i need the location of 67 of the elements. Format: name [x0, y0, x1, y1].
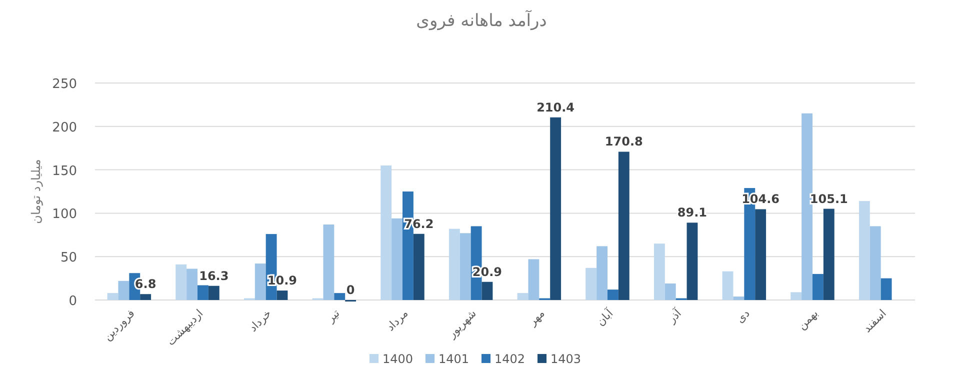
x-tick-label: اسفند [860, 306, 889, 336]
bar [733, 296, 744, 300]
bar [528, 259, 540, 300]
data-label: 0 [346, 283, 355, 297]
chart-title: درآمد ماهانه فروی [416, 10, 547, 31]
x-tick-label: مرداد [384, 306, 411, 334]
bar [790, 292, 802, 300]
bar [413, 234, 424, 300]
x-tick-label: فروردین [101, 306, 138, 344]
x-tick-label: بهمن [795, 306, 821, 332]
x-tick-label: خرداد [246, 306, 274, 334]
bar [392, 218, 402, 300]
bar [618, 152, 630, 300]
bar [276, 290, 288, 300]
bar [596, 246, 608, 300]
bar [107, 293, 118, 300]
bar [812, 274, 824, 300]
y-tick-label: 50 [60, 250, 77, 266]
y-tick-label: 250 [52, 77, 77, 92]
y-tick-label: 0 [68, 294, 77, 309]
y-tick-label: 150 [52, 164, 77, 179]
bar [870, 226, 881, 300]
bar [186, 268, 198, 300]
bar [118, 280, 130, 300]
data-label: 105.1 [810, 192, 848, 206]
bar [482, 282, 493, 300]
bar [550, 117, 562, 300]
legend-label: 1400 [382, 352, 414, 366]
legend-label: 1403 [550, 352, 582, 366]
y-axis-title: میلیارد تومان [29, 159, 43, 224]
bar [722, 271, 734, 300]
x-tick-label: آذر [664, 306, 685, 326]
bar [880, 278, 892, 300]
x-tick-label: آبان [593, 306, 616, 329]
x-tick-label: شهریور [444, 306, 479, 342]
bar [654, 244, 665, 300]
bar [176, 264, 187, 300]
bar [517, 293, 528, 300]
x-tick-label: دی [734, 306, 752, 326]
legend-label: 1402 [494, 352, 526, 366]
bar [823, 208, 834, 300]
bar [802, 113, 812, 300]
bar [380, 165, 392, 300]
data-label: 210.4 [536, 100, 575, 114]
bar [460, 233, 471, 300]
x-tick-label: اردیبهشت [164, 306, 206, 348]
x-tick-label: مهر [525, 306, 548, 329]
y-tick-label: 200 [52, 120, 77, 136]
bar [608, 290, 618, 300]
data-label: 170.8 [604, 134, 643, 149]
bar [140, 294, 152, 300]
bar [208, 286, 220, 300]
bar [448, 228, 460, 300]
bar [198, 285, 208, 300]
bar [323, 224, 334, 300]
legend-label: 1401 [438, 352, 470, 366]
bar [664, 284, 676, 300]
x-tick-label: تیر [324, 306, 342, 326]
bar [755, 209, 766, 300]
bar [254, 264, 266, 300]
bar [586, 268, 597, 300]
bar [858, 201, 870, 300]
bar [334, 293, 346, 300]
y-tick-label: 100 [52, 207, 77, 222]
data-label: 89.1 [677, 206, 708, 220]
bar [686, 222, 698, 300]
data-label: 16.3 [199, 268, 229, 283]
